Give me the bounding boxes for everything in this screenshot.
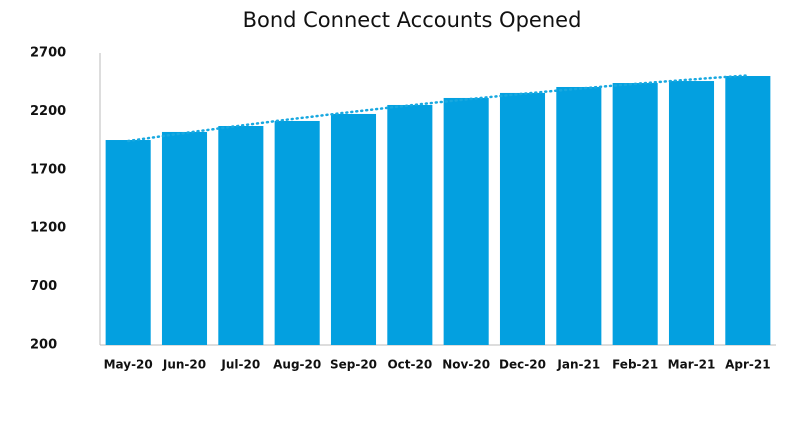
- chart-title: Bond Connect Accounts Opened: [243, 8, 582, 32]
- x-tick-label: Feb-21: [612, 358, 658, 372]
- bar: [218, 126, 264, 345]
- bar: [161, 131, 208, 345]
- y-tick-label: 1200: [30, 221, 66, 236]
- x-tick-label: Dec-20: [499, 358, 546, 372]
- bar: [725, 76, 771, 346]
- bar: [612, 83, 658, 345]
- trendline: [126, 74, 750, 143]
- x-tick-label: Sep-20: [330, 358, 377, 372]
- x-tick-label: Oct-20: [387, 358, 432, 372]
- bar: [387, 104, 433, 345]
- bar: [668, 81, 715, 346]
- bar: [499, 92, 546, 345]
- x-tick-label: Jun-20: [162, 358, 206, 372]
- x-tick-label: Jan-21: [556, 358, 600, 372]
- x-tick-label: Aug-20: [273, 358, 321, 372]
- x-tick-label: Apr-21: [725, 358, 770, 372]
- bar: [105, 140, 151, 345]
- x-tick-label: Nov-20: [442, 358, 490, 372]
- x-tick-label: Mar-21: [668, 358, 716, 372]
- bar: [330, 113, 377, 345]
- x-tick-label: Jul-20: [220, 358, 260, 372]
- y-tick-label: 200: [30, 338, 57, 353]
- y-tick-label: 2700: [30, 46, 66, 61]
- y-tick-label: 1700: [30, 162, 66, 177]
- bar: [443, 97, 489, 345]
- y-tick-label: 2200: [30, 104, 66, 119]
- y-tick-label: 700: [30, 279, 57, 294]
- x-tick-label: May-20: [104, 358, 153, 372]
- bar: [274, 120, 320, 345]
- bar: [556, 86, 602, 345]
